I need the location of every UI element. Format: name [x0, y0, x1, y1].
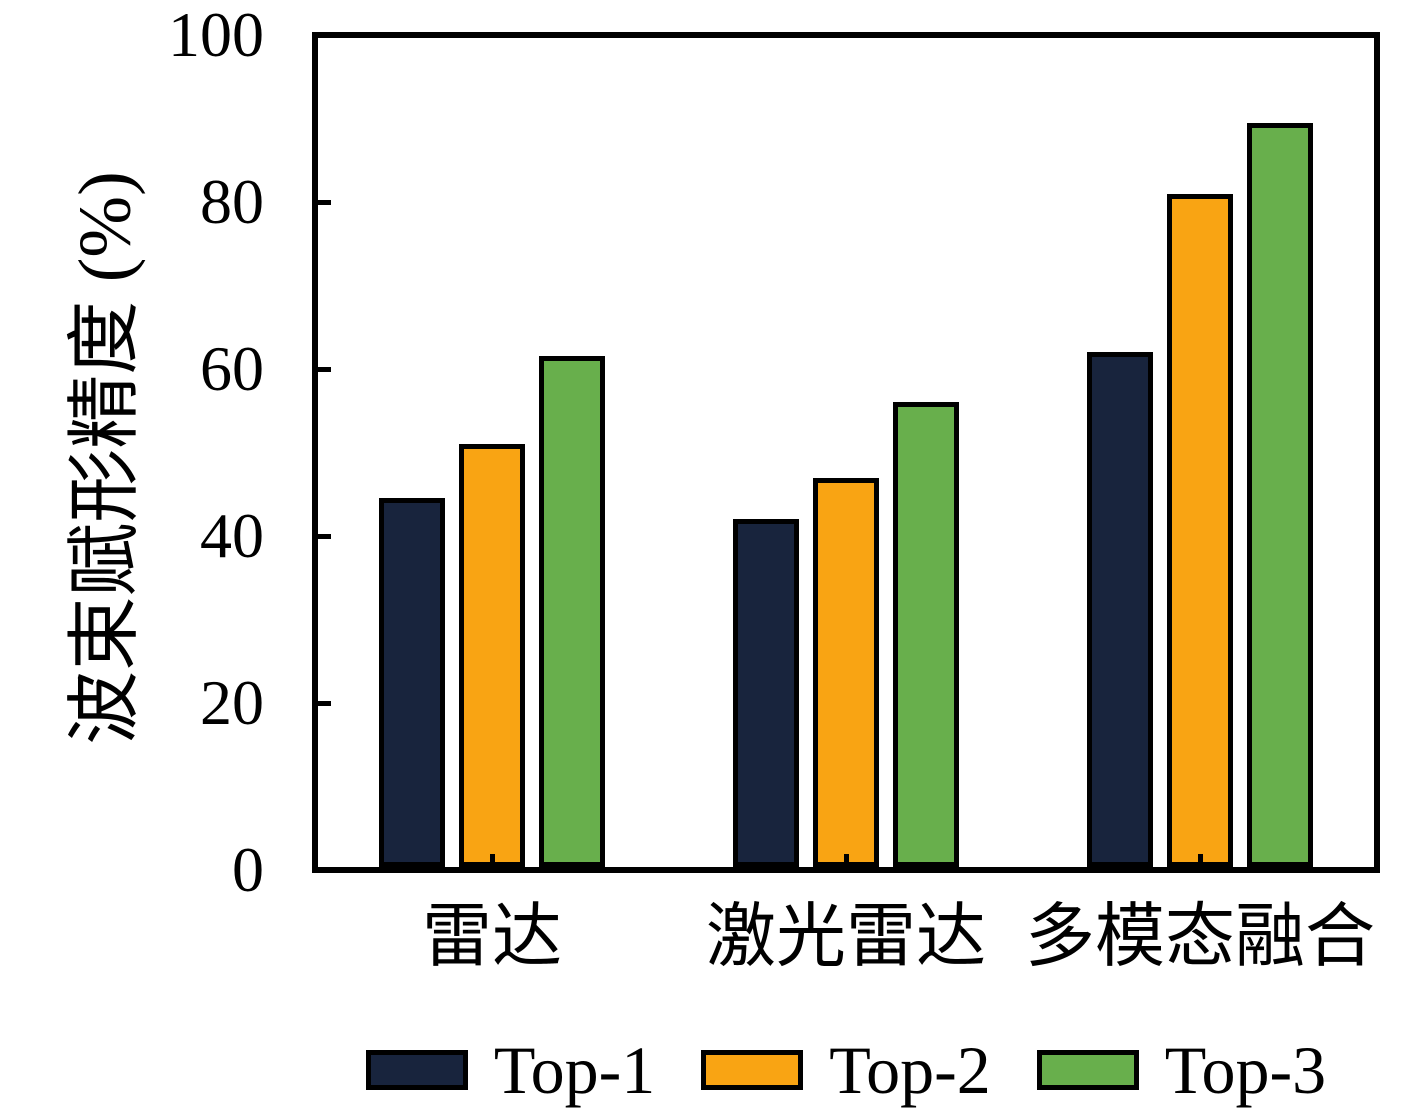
legend-swatch-top-3: [1036, 1049, 1139, 1090]
x-tick-mark-3: [1197, 854, 1203, 867]
bar-top-1-group3: [1087, 352, 1153, 867]
y-tick-mark-20: [318, 700, 331, 706]
legend-swatch-top-2: [701, 1049, 804, 1090]
bar-top-1-group1: [379, 498, 445, 867]
bar-top-2-group2: [813, 477, 879, 867]
bar-top-2-group3: [1167, 193, 1233, 867]
y-tick-mark-60: [318, 366, 331, 372]
legend: Top-1 Top-2 Top-3: [315, 1030, 1377, 1109]
bar-top-1-group2: [733, 519, 799, 867]
y-tick-label-80: 80: [200, 166, 264, 237]
bar-top-3-group2: [893, 402, 959, 867]
bar-top-2-group1: [459, 444, 525, 867]
y-tick-label-60: 60: [200, 333, 264, 404]
legend-item-top-3: Top-3: [1036, 1031, 1327, 1108]
y-tick-label-20: 20: [200, 667, 264, 738]
x-tick-label-1: 雷达: [422, 899, 562, 976]
x-tick-label-3: 多模态融合: [1025, 899, 1375, 976]
x-tick-mark-1: [489, 854, 495, 867]
x-tick-mark-2: [843, 854, 849, 867]
legend-label-top-1: Top-1: [493, 1031, 656, 1108]
y-tick-mark-40: [318, 533, 331, 539]
legend-swatch-top-1: [365, 1049, 468, 1090]
x-tick-label-2: 激光雷达: [706, 899, 986, 976]
y-tick-label-100: 100: [168, 0, 264, 70]
legend-item-top-1: Top-1: [365, 1031, 656, 1108]
legend-label-top-3: Top-3: [1164, 1031, 1327, 1108]
bar-top-3-group3: [1247, 122, 1313, 867]
y-axis-title: 波束赋形精度 (%): [64, 171, 147, 745]
bar-top-3-group1: [539, 356, 605, 867]
legend-item-top-2: Top-2: [701, 1031, 991, 1108]
y-tick-label-40: 40: [200, 500, 264, 571]
y-tick-mark-80: [318, 199, 331, 205]
legend-label-top-2: Top-2: [829, 1031, 991, 1108]
y-tick-label-0: 0: [232, 834, 264, 905]
